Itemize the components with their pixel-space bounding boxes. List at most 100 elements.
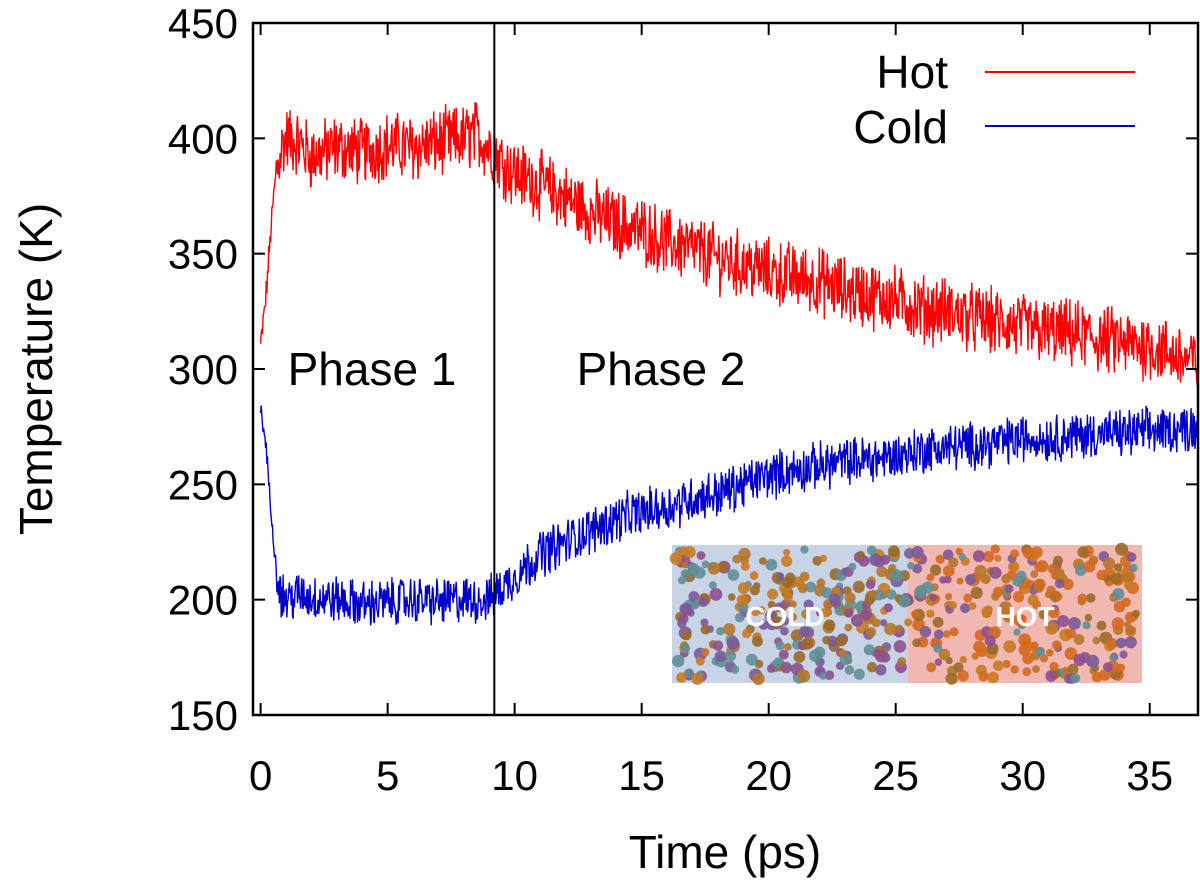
atom	[799, 626, 810, 637]
atom	[683, 546, 696, 559]
x-tick-label: 0	[249, 752, 272, 799]
atom	[1086, 593, 1096, 603]
atom	[816, 578, 826, 588]
atom	[789, 600, 797, 609]
atom	[1109, 654, 1117, 662]
atom	[1001, 574, 1011, 584]
atom	[709, 588, 723, 601]
atom	[974, 564, 987, 578]
atom	[1048, 607, 1060, 619]
atom	[976, 645, 988, 657]
atom	[982, 550, 995, 563]
atom	[757, 606, 766, 615]
inset-label-hot: HOT	[995, 601, 1054, 632]
atom	[1022, 667, 1032, 677]
atom	[844, 608, 854, 618]
atom	[780, 661, 792, 674]
atom	[767, 664, 776, 673]
atom	[734, 612, 745, 623]
atom	[835, 634, 848, 647]
atom	[1018, 633, 1032, 647]
atom	[819, 672, 827, 680]
atom	[718, 562, 729, 573]
atom	[749, 585, 760, 596]
inset-label-cold: COLD	[745, 601, 824, 632]
atom	[1018, 643, 1031, 657]
atom	[953, 662, 964, 673]
atom	[942, 565, 955, 577]
atom	[949, 627, 959, 637]
atom	[701, 560, 710, 569]
atom	[956, 577, 964, 585]
atom	[1077, 593, 1088, 604]
x-tick-label: 10	[491, 752, 538, 799]
atom	[904, 548, 915, 559]
atom	[856, 550, 865, 560]
atom	[866, 662, 878, 673]
atom	[990, 544, 1000, 554]
atom	[957, 670, 969, 682]
atom	[866, 627, 877, 637]
atom	[972, 550, 985, 563]
atom	[880, 619, 888, 627]
atom	[844, 592, 856, 604]
atom	[1074, 564, 1087, 576]
atom	[912, 638, 922, 648]
legend-label-cold: Cold	[853, 101, 948, 153]
atom	[970, 586, 983, 600]
atom	[884, 622, 897, 636]
atom	[1053, 555, 1063, 566]
atom	[993, 586, 1004, 597]
atom	[904, 618, 913, 627]
atom	[871, 618, 881, 628]
atom	[1022, 547, 1035, 559]
atom	[1115, 542, 1129, 556]
atom	[680, 569, 691, 579]
x-tick-label: 15	[618, 752, 665, 799]
x-tick-label: 5	[376, 752, 399, 799]
atom	[1049, 661, 1059, 672]
atom	[968, 602, 977, 611]
atom	[676, 672, 687, 683]
atom	[1004, 584, 1014, 593]
y-tick-label: 350	[168, 231, 238, 278]
atom	[938, 648, 951, 661]
atom	[728, 593, 736, 601]
atom	[691, 673, 704, 685]
atom	[693, 566, 706, 579]
x-tick-label: 20	[745, 752, 792, 799]
atom	[934, 629, 944, 640]
atom	[736, 594, 749, 606]
atom	[1032, 665, 1040, 673]
atom	[1106, 638, 1118, 650]
atom	[1067, 663, 1079, 675]
atom	[948, 601, 957, 610]
atom	[700, 618, 709, 627]
atom	[895, 624, 904, 633]
atom	[971, 652, 979, 660]
atom	[1126, 552, 1137, 562]
legend-label-hot: Hot	[876, 46, 948, 98]
atom	[737, 582, 750, 595]
atom	[932, 616, 944, 628]
atom	[888, 545, 900, 557]
atom	[1003, 640, 1016, 653]
y-tick-label: 400	[168, 115, 238, 162]
atom	[1110, 572, 1122, 585]
atom	[776, 572, 785, 581]
atom	[1036, 560, 1049, 573]
atom	[1126, 627, 1134, 635]
atom	[844, 665, 855, 675]
atom	[783, 549, 791, 557]
y-axis-title: Temperature (K)	[10, 203, 62, 535]
atom	[1012, 576, 1023, 587]
atom	[844, 623, 853, 632]
atom	[797, 669, 811, 683]
atom	[708, 581, 717, 590]
atom	[926, 609, 935, 618]
atom	[677, 618, 687, 629]
atom	[781, 555, 793, 567]
atom	[875, 664, 887, 676]
y-tick-label: 250	[168, 461, 238, 508]
